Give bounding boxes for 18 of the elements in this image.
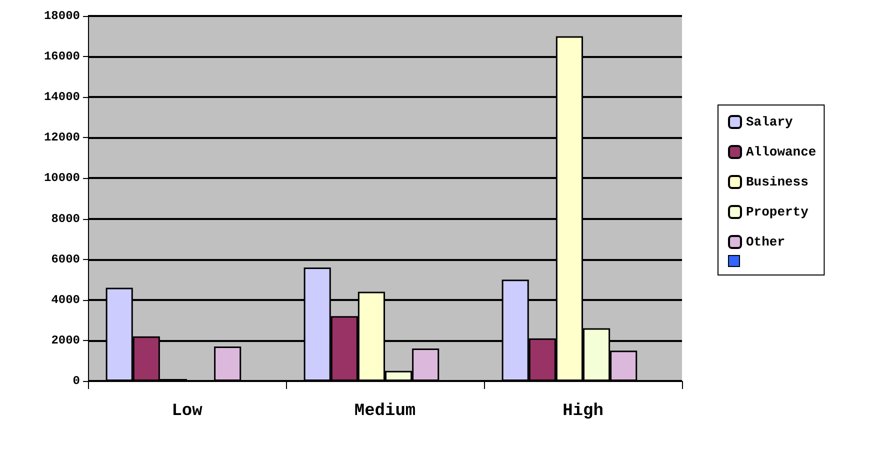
y-tick-label: 14000 [44, 90, 80, 104]
y-tick-label: 4000 [51, 292, 80, 307]
y-tick-label: 12000 [44, 130, 80, 145]
x-tick-label: High [562, 402, 604, 421]
legend-label: Property [746, 204, 809, 220]
legend-label: Salary [746, 114, 794, 130]
legend-label: Business [746, 174, 809, 190]
y-tick-label: 6000 [51, 252, 80, 266]
y-tick-label: 10000 [44, 171, 80, 186]
y-tick-label: 0 [72, 374, 80, 388]
x-tick-label: Medium [354, 402, 416, 421]
y-tick-label: 2000 [51, 333, 80, 348]
y-tick-label: 18000 [44, 9, 80, 23]
legend-label: Other [746, 234, 786, 250]
legend-label: Allowance [746, 144, 816, 160]
x-tick-label: Low [172, 402, 204, 421]
y-tick-label: 8000 [51, 212, 80, 226]
y-tick-label: 16000 [44, 50, 80, 64]
